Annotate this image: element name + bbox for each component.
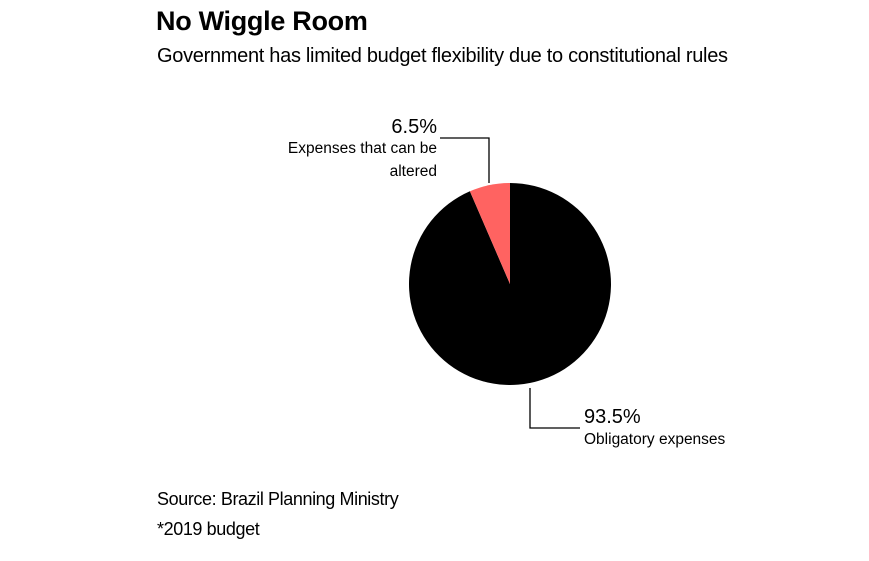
chart-title: No Wiggle Room (156, 6, 368, 36)
data-label-obligatory-value: 93.5% (584, 406, 641, 428)
data-label-altered-name: Expenses that can be (288, 140, 437, 157)
footnote: *2019 budget (157, 519, 260, 539)
leader-line-altered (440, 137, 490, 183)
chart-subtitle: Government has limited budget flexibilit… (157, 45, 728, 67)
source-note: Source: Brazil Planning Ministry (157, 489, 399, 509)
data-label-obligatory-name: Obligatory expenses (584, 431, 726, 448)
pie-slice-obligatory-expenses (409, 183, 612, 385)
pie-slice-expenses-altered (469, 183, 510, 284)
data-label-altered-value: 6.5% (391, 116, 437, 138)
leader-line-obligatory (529, 388, 580, 429)
data-label-altered-name: altered (390, 163, 437, 180)
